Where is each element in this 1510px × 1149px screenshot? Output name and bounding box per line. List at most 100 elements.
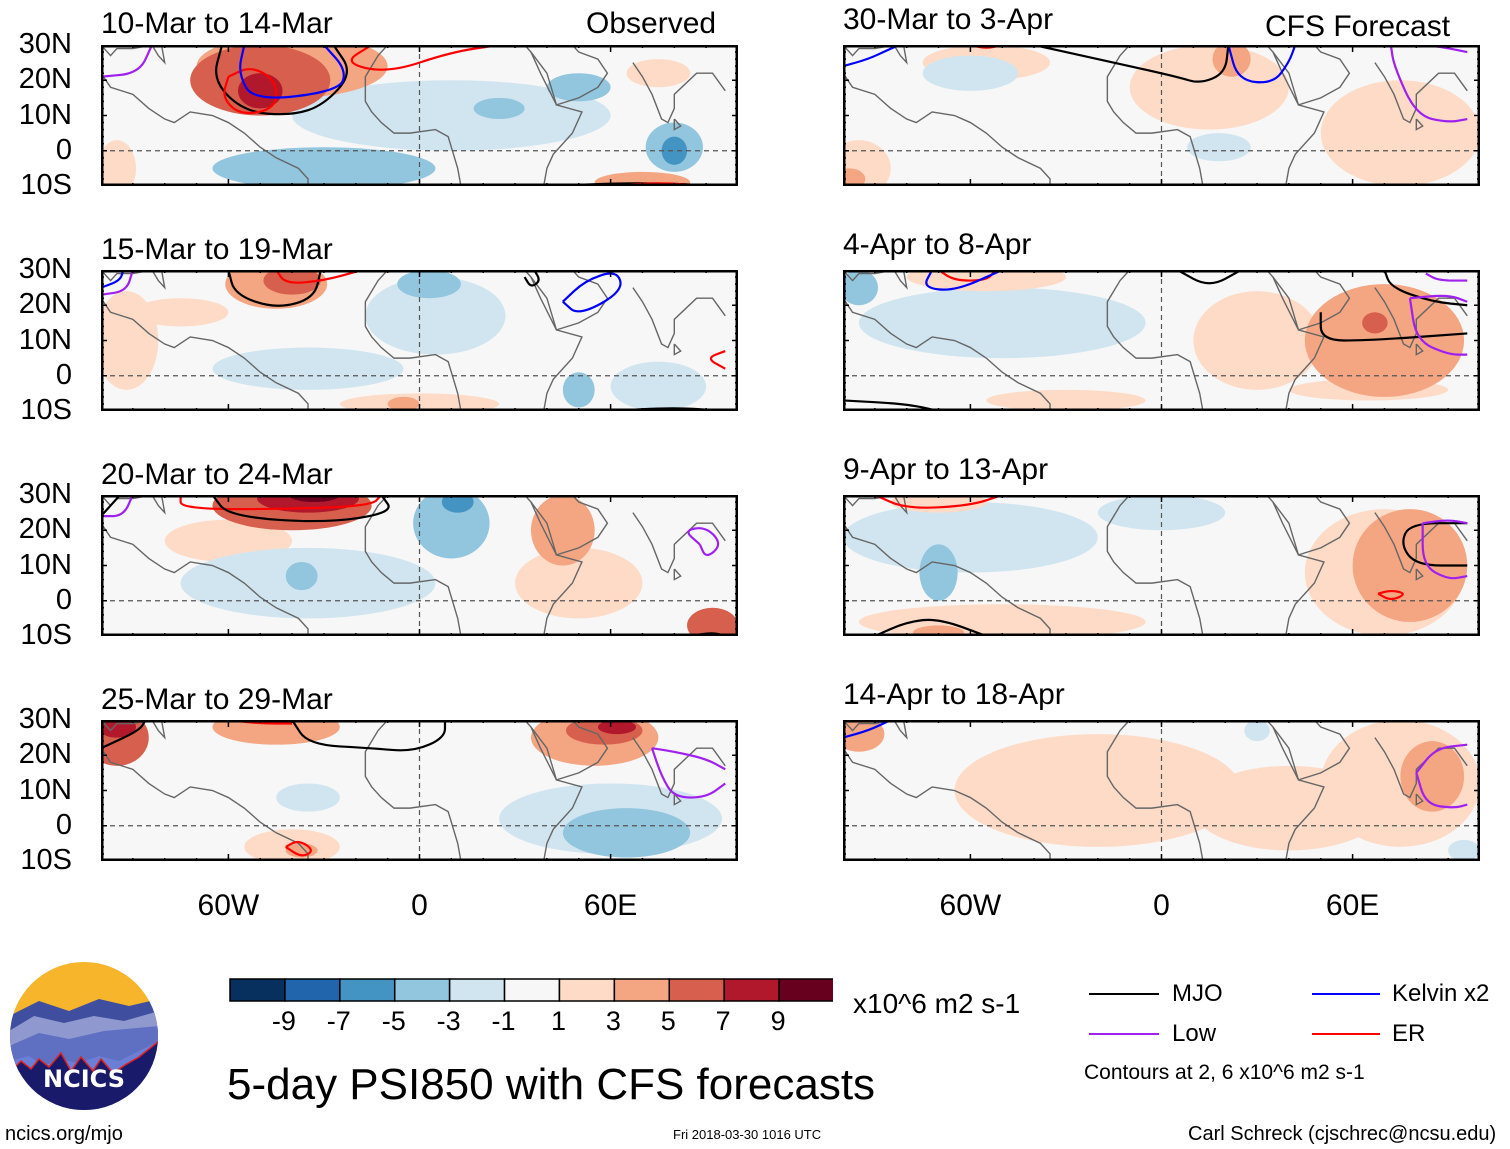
coastline (843, 522, 1051, 636)
coastline (1106, 45, 1204, 186)
coastline (673, 793, 682, 806)
coastlines (101, 270, 726, 411)
anomaly-region (339, 393, 500, 411)
anomaly-region (441, 495, 474, 513)
colorbar-tick-label: 7 (715, 1006, 731, 1036)
anomaly-region (530, 495, 595, 566)
contour-mjo (215, 45, 348, 116)
coastline (1415, 343, 1424, 356)
y-tick-label: 0 (55, 808, 72, 841)
colorbar-swatch (778, 978, 833, 1002)
anomaly-region (212, 147, 436, 186)
coastline (843, 72, 1051, 186)
contour-mjo (211, 495, 390, 523)
y-tick-label: 10S (20, 619, 72, 651)
colorbar (229, 978, 833, 1002)
contour-mjo (291, 720, 447, 752)
contour-low (1389, 45, 1468, 123)
anomaly-region (626, 59, 691, 88)
coastline (1415, 793, 1424, 806)
anomaly-region (276, 783, 340, 812)
anomaly-region (1244, 720, 1270, 742)
y-tick-label: 0 (55, 133, 72, 166)
anomaly-region (101, 140, 137, 186)
contour-er (350, 45, 500, 71)
contour-er (223, 68, 278, 115)
anomaly-region (292, 80, 611, 151)
y-tick-label: 20N (18, 63, 72, 96)
column-header-cfs-forecast: CFS Forecast (1265, 10, 1451, 43)
y-tick-label: 10N (18, 98, 72, 131)
coastline (364, 495, 462, 636)
anomaly-region (954, 734, 1242, 847)
coastline (101, 747, 309, 861)
coastline (1415, 118, 1424, 131)
y-tick-label: 30N (18, 703, 72, 735)
colorbar-tick-label: -9 (271, 1006, 296, 1036)
x-tick-label: 60W (939, 889, 1002, 922)
panel-title-fc1: 30-Mar to 3-Apr (843, 3, 1054, 36)
map-panel-obs2 (101, 270, 738, 411)
anomaly-region (1186, 133, 1251, 162)
colorbar-units-label: x10^6 m2 s-1 (853, 988, 1021, 1019)
anomaly-fill (101, 45, 703, 186)
map-panel-fc1 (843, 45, 1480, 186)
y-tick-label: 20N (18, 738, 72, 771)
anomaly-region (597, 720, 637, 735)
contour-mjo (1033, 45, 1230, 83)
y-tick-label: 10S (20, 844, 72, 876)
ncics-logo: NCICS (10, 962, 158, 1110)
anomaly-region (1320, 80, 1480, 186)
y-tick-label: 30N (18, 28, 72, 60)
anomaly-region (413, 495, 490, 559)
anomaly-fill (843, 720, 1480, 861)
anomaly-region (397, 270, 461, 299)
anomaly-region (1193, 291, 1321, 390)
anomaly-region (546, 73, 611, 102)
y-tick-label: 10N (18, 323, 72, 356)
legend-line-er (1312, 1033, 1380, 1035)
coastline (1272, 495, 1351, 556)
anomaly-region (913, 625, 965, 636)
coastline (101, 522, 309, 636)
footer-url[interactable]: ncics.org/mjo (5, 1123, 123, 1145)
coastline (1374, 287, 1468, 349)
contour-low (1415, 772, 1468, 809)
legend-line-mjo (1089, 993, 1159, 995)
y-tick-label: 10N (18, 773, 72, 806)
contour-mjo (523, 270, 540, 287)
anomaly-region (1400, 741, 1465, 812)
panel-title-obs3: 20-Mar to 24-Mar (101, 458, 333, 491)
coastline (1106, 495, 1204, 636)
x-tick-label: 60E (1325, 889, 1380, 922)
anomaly-region (212, 347, 404, 390)
coastline (1415, 568, 1424, 581)
panel-title-obs4: 25-Mar to 29-Mar (101, 683, 333, 716)
legend-label-mjo: MJO (1172, 980, 1223, 1007)
anomaly-fill (101, 270, 707, 411)
panel-title-fc2: 4-Apr to 8-Apr (843, 228, 1032, 261)
anomaly-region (922, 55, 1019, 91)
anomaly-region (101, 720, 137, 738)
y-tick-label: 30N (18, 253, 72, 285)
contour-low (1421, 523, 1468, 580)
footer-credit: Carl Schreck (cjschrec@ncsu.edu) (1188, 1123, 1497, 1145)
coastline (364, 45, 462, 186)
coastlines (101, 720, 726, 861)
anomaly-region (858, 287, 1146, 359)
anomaly-region (285, 561, 318, 591)
map-panel-obs1 (101, 45, 738, 186)
contour-low (1422, 519, 1468, 525)
coastline (673, 568, 682, 581)
y-tick-label: 10S (20, 394, 72, 426)
coastline (1106, 270, 1204, 411)
coastline (530, 45, 609, 106)
colorbar-tick-label: -3 (436, 1006, 461, 1036)
anomaly-region (919, 544, 958, 601)
colorbar-swatch (723, 978, 780, 1002)
legend-line-low (1089, 1033, 1159, 1035)
anomaly-fill (843, 495, 1468, 636)
panel-title-fc4: 14-Apr to 18-Apr (843, 678, 1065, 711)
anomaly-region (1129, 45, 1289, 130)
coastline (364, 720, 462, 861)
